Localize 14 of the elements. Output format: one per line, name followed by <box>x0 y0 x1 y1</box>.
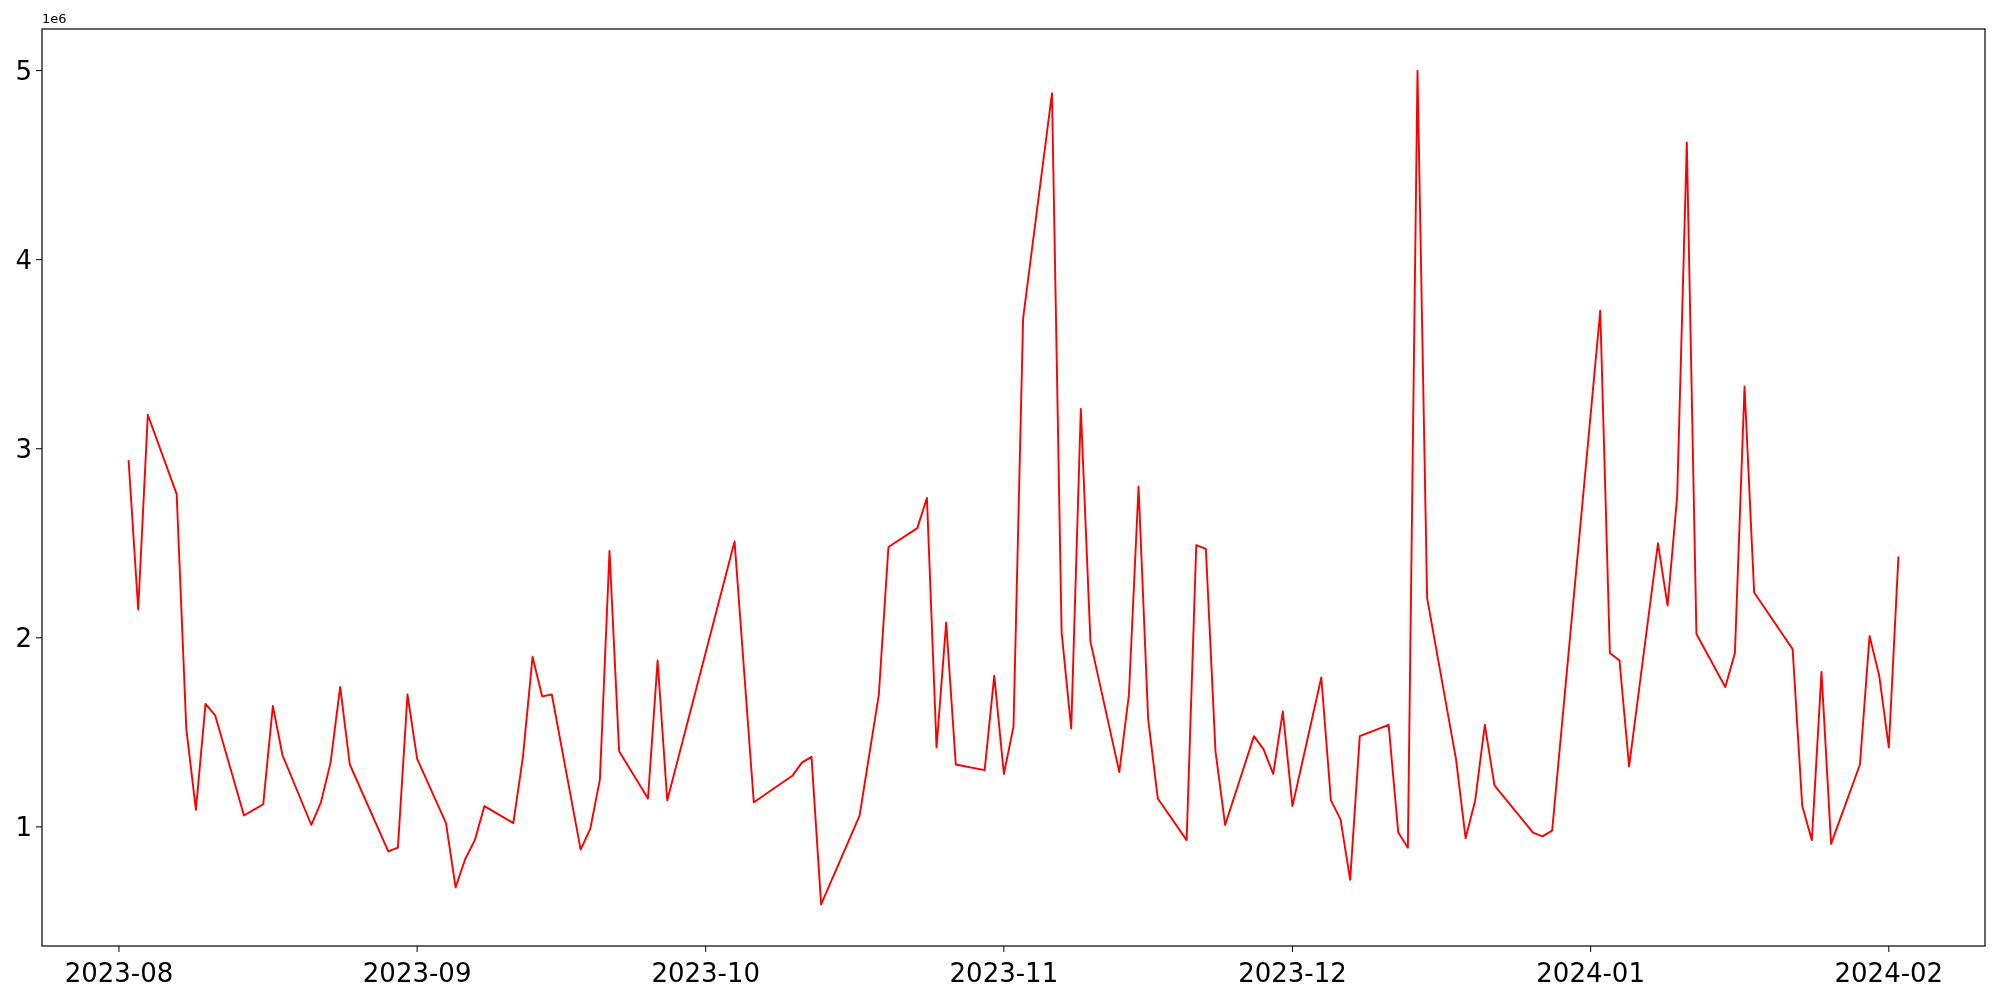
x-tick-label: 2024-02 <box>1834 958 1944 988</box>
line-series <box>127 69 1900 906</box>
x-tick-label: 2023-10 <box>651 958 761 988</box>
y-tick-label: 2 <box>15 622 32 653</box>
x-tick-label: 2023-09 <box>362 958 472 988</box>
y-tick-label: 3 <box>15 433 32 464</box>
x-tick-label: 2023-11 <box>949 958 1059 988</box>
y-tick-label: 5 <box>15 55 32 86</box>
x-tick-label: 2024-01 <box>1536 958 1645 988</box>
y-tick-label: 4 <box>15 244 32 275</box>
x-tick-label: 2023-12 <box>1238 958 1347 988</box>
x-tick-label: 2023-08 <box>64 958 174 988</box>
text: 1e6 <box>42 11 67 26</box>
y-tick-label: 1 <box>15 811 32 842</box>
